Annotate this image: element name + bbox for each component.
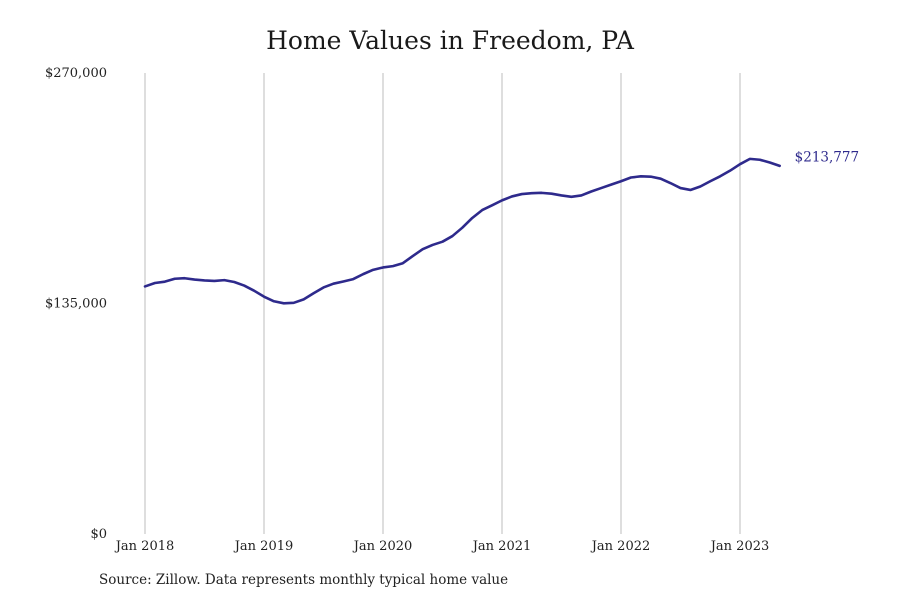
home-value-line bbox=[143, 157, 781, 305]
y-tick-label: $0 bbox=[90, 527, 107, 542]
y-tick-label: $270,000 bbox=[45, 66, 107, 81]
chart-title: Home Values in Freedom, PA bbox=[266, 26, 634, 55]
x-tick-label: Jan 2020 bbox=[352, 539, 413, 554]
x-tick-label: Jan 2022 bbox=[590, 539, 651, 554]
x-tick-label: Jan 2023 bbox=[709, 539, 770, 554]
x-tick-label: Jan 2018 bbox=[114, 539, 175, 554]
x-tick-label: Jan 2019 bbox=[233, 539, 294, 554]
x-tick-label: Jan 2021 bbox=[471, 539, 532, 554]
gridlines bbox=[144, 73, 741, 534]
y-axis-ticks: $0 $135,000 $270,000 bbox=[45, 66, 107, 542]
source-note: Source: Zillow. Data represents monthly … bbox=[99, 572, 509, 588]
y-tick-label: $135,000 bbox=[45, 297, 107, 312]
x-axis-ticks: Jan 2018 Jan 2019 Jan 2020 Jan 2021 Jan 2022… bbox=[114, 539, 770, 554]
end-value-label: $213,777 bbox=[795, 150, 859, 166]
